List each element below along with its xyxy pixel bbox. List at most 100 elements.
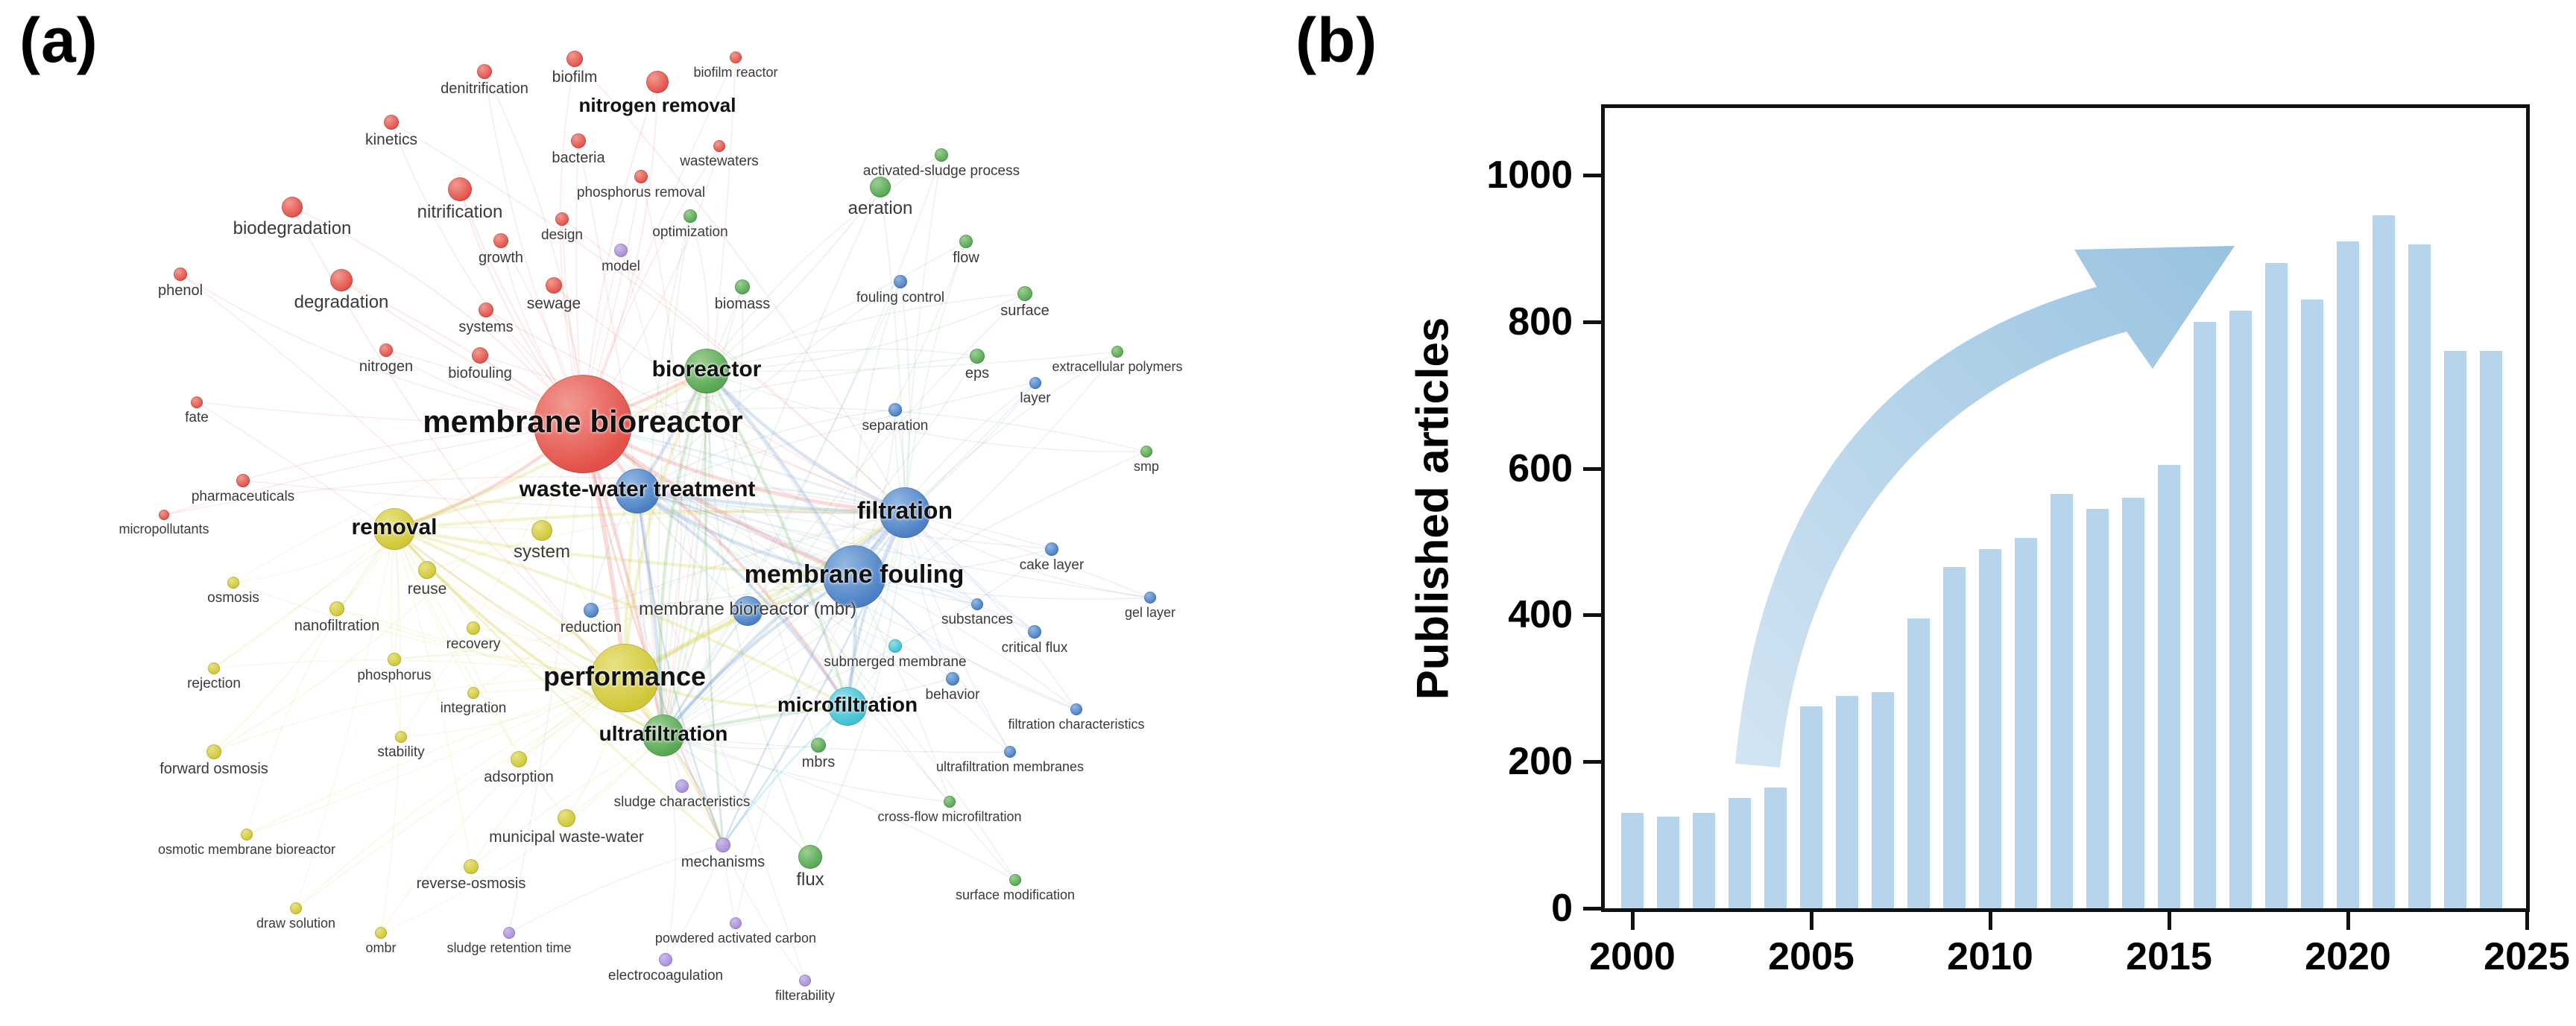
x-axis-tick [2168, 912, 2171, 930]
bar-2001 [1657, 817, 1679, 908]
network-edge [380, 677, 625, 934]
network-edge [561, 218, 906, 513]
network-edge [213, 528, 395, 753]
bar-2008 [1907, 618, 1930, 908]
network-edge [295, 677, 625, 909]
bar-2023 [2444, 351, 2466, 908]
network-edge [706, 186, 881, 372]
network-edge [485, 309, 906, 513]
network-node [448, 177, 472, 201]
network-edge [246, 677, 625, 835]
network-edge [163, 423, 584, 516]
network-edge [853, 576, 1077, 710]
network-edge [662, 370, 708, 736]
network-edge [663, 241, 967, 736]
network-edge [213, 659, 625, 679]
network-node [503, 927, 515, 940]
network-edge [904, 382, 1036, 513]
network-edge [582, 293, 1026, 425]
network-node [375, 927, 387, 940]
bar-2020 [2337, 241, 2359, 908]
network-edge [663, 154, 942, 736]
network-edge [637, 490, 1011, 753]
network-node [191, 396, 203, 408]
network-edge [394, 528, 474, 693]
network-node [384, 115, 399, 130]
trend-arrow-icon [1735, 246, 2235, 767]
network-node [959, 235, 973, 248]
network-node [1028, 624, 1041, 639]
network-node [659, 952, 672, 966]
bar-2017 [2229, 311, 2252, 908]
network-node [894, 274, 907, 288]
network-node [464, 859, 479, 874]
y-axis-tick [1583, 907, 1601, 911]
network-edge [233, 423, 584, 583]
bar-2019 [2301, 300, 2323, 908]
network-edge [473, 512, 906, 694]
network-edge [706, 241, 967, 372]
network-node [730, 51, 742, 64]
network-node [584, 603, 599, 618]
plot-area [1601, 104, 2530, 912]
network-node [880, 487, 930, 538]
network-edge [637, 490, 978, 605]
network-edge [663, 735, 677, 960]
bar-2004 [1764, 788, 1787, 908]
x-axis-tick-label: 2015 [2126, 935, 2212, 978]
network-edge [706, 351, 1118, 373]
network-edge [582, 423, 896, 647]
y-axis-tick-label: 200 [1508, 740, 1573, 784]
network-edge [636, 490, 724, 846]
network-node [511, 751, 527, 767]
network-node [395, 730, 407, 743]
network-node [388, 652, 401, 666]
network-node [227, 576, 239, 589]
network-edge [196, 401, 584, 425]
network-edge [846, 512, 906, 707]
network-edge [484, 71, 584, 425]
panel-a-label: (a) [19, 5, 98, 75]
network-node [174, 267, 187, 281]
network-edge [180, 273, 664, 736]
network-edge [426, 508, 906, 571]
network-edge [637, 490, 1151, 598]
bar-2024 [2480, 351, 2502, 908]
network-node [534, 375, 632, 473]
network-node [733, 596, 763, 626]
network-edge [722, 512, 906, 846]
network-node [241, 829, 253, 841]
network-node [531, 519, 552, 541]
network-node [888, 639, 902, 653]
network-edge [574, 58, 906, 513]
network-node [935, 148, 948, 162]
network-edge [706, 293, 1026, 372]
network-node [823, 545, 886, 608]
network-edge [722, 844, 806, 981]
network-edge [663, 186, 881, 736]
network-node [571, 133, 586, 148]
x-axis-tick-label: 2025 [2484, 935, 2570, 978]
network-node [1140, 446, 1152, 458]
y-axis-tick-label: 800 [1508, 300, 1573, 343]
network-edge [590, 576, 855, 611]
network-edge [904, 512, 1011, 753]
y-axis-tick [1583, 760, 1601, 764]
network-edge [163, 476, 906, 516]
network-node [643, 715, 684, 756]
network-node [566, 51, 583, 68]
network-edge [394, 528, 625, 680]
bar-2005 [1800, 706, 1822, 908]
network-node [799, 975, 811, 987]
network-node [1070, 703, 1082, 716]
network-edge [853, 576, 1151, 600]
x-axis-tick [1810, 912, 1813, 930]
network-edge [705, 370, 906, 515]
y-axis-tick [1583, 613, 1601, 618]
network-edge [904, 512, 1151, 598]
network-node [735, 279, 750, 294]
network-node [282, 196, 303, 218]
network-node [946, 671, 959, 685]
network-edge [663, 735, 1016, 881]
network-node [1004, 746, 1016, 759]
